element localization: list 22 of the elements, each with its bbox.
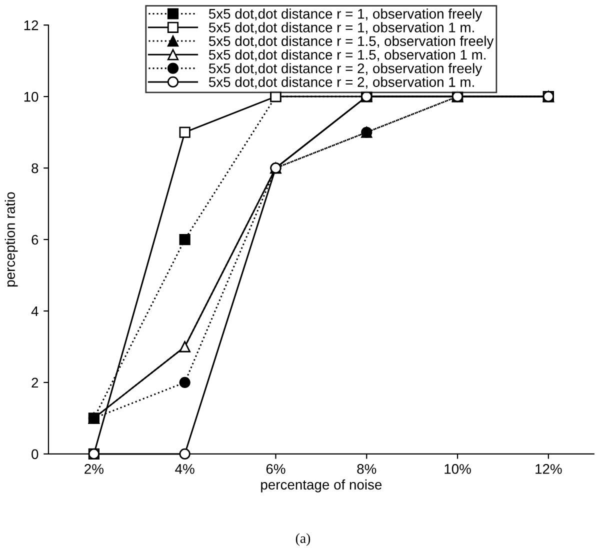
legend-label: 5x5 dot,dot distance r = 2, observation freely bbox=[208, 63, 482, 76]
x-tick-label: 10% bbox=[444, 464, 471, 474]
x-tick-label: 6% bbox=[266, 464, 286, 474]
legend-label: 5x5 dot,dot distance r = 1, observation 1 m. bbox=[208, 22, 474, 34]
x-tick-label: 4% bbox=[175, 464, 194, 474]
legend-label: 5x5 dot,dot distance r = 1.5, observation freely bbox=[208, 36, 494, 49]
y-tick-label: 8 bbox=[32, 163, 38, 174]
y-tick-label: 4 bbox=[31, 306, 38, 316]
y-tick-label: 10 bbox=[24, 92, 38, 102]
text: (a) bbox=[296, 533, 310, 546]
y-tick-label: 6 bbox=[32, 234, 38, 245]
x-axis-title: percentage of noise bbox=[261, 479, 382, 492]
legend-label: 5x5 dot,dot distance r = 2, observation 1 m. bbox=[208, 76, 474, 89]
y-tick-label: 2 bbox=[32, 378, 38, 388]
y-tick-label: 0 bbox=[32, 449, 38, 460]
legend-label: 5x5 dot,dot distance r = 1.5, observation 1 m. bbox=[208, 49, 486, 62]
x-tick-label: 8% bbox=[357, 464, 376, 474]
y-axis-title: perception ratio bbox=[4, 192, 18, 286]
x-tick-label: 2% bbox=[84, 464, 104, 474]
y-tick-label: 12 bbox=[24, 20, 38, 30]
x-tick-label: 12% bbox=[536, 464, 562, 474]
legend-label: 5x5 dot,dot distance r = 1, observation freely bbox=[208, 8, 482, 22]
